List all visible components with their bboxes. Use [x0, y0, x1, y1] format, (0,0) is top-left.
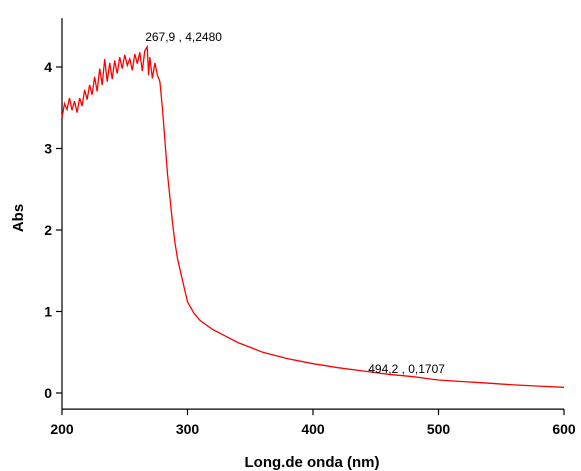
x-axis-label: Long.de onda (nm): [245, 454, 380, 471]
y-tick-label: 1: [44, 304, 52, 320]
x-tick-label: 500: [427, 421, 451, 437]
x-tick-label: 600: [552, 421, 576, 437]
x-tick-label: 300: [176, 421, 200, 437]
x-tick-label: 400: [301, 421, 325, 437]
y-tick-label: 2: [44, 222, 52, 238]
axes: 0 1 2 3 4 200 300 400 500 600: [44, 18, 576, 437]
peak-annotation: 267,9 , 4,2480: [145, 30, 222, 44]
annotations: 267,9 , 4,2480 494,2 , 0,1707: [145, 30, 445, 376]
y-tick-label: 4: [44, 59, 52, 75]
series-line: [61, 44, 565, 388]
y-tick-label: 0: [44, 385, 52, 401]
peak-annotation: 494,2 , 0,1707: [368, 362, 445, 376]
x-tick-label: 200: [50, 421, 74, 437]
y-tick-label: 3: [44, 141, 52, 157]
y-axis-label: Abs: [10, 204, 27, 232]
